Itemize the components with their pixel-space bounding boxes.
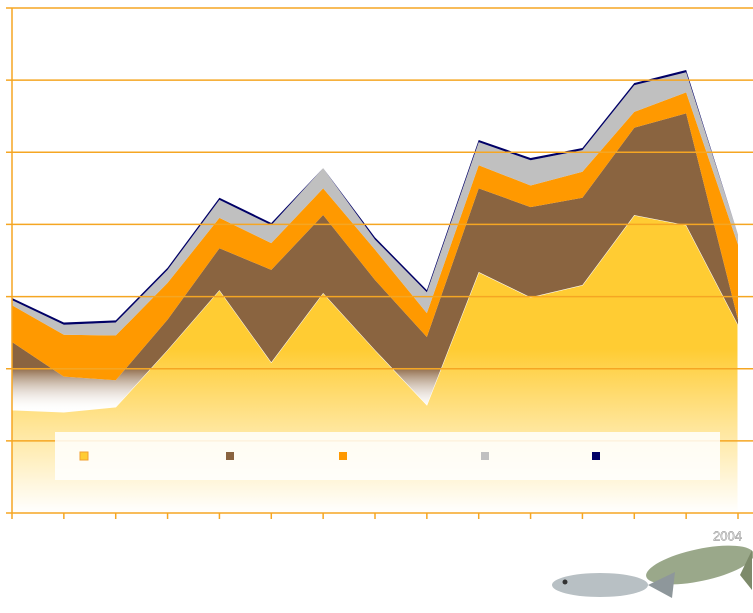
legend-swatch [481, 452, 489, 460]
legend-swatch [592, 452, 600, 460]
fish-illustration [552, 545, 753, 598]
legend-swatch [339, 452, 347, 460]
caption: 2004 [713, 528, 742, 543]
legend-swatch [79, 451, 89, 461]
area [12, 92, 738, 381]
area [12, 113, 738, 412]
legend-swatch [226, 452, 234, 460]
area [12, 72, 738, 336]
legend [55, 432, 720, 480]
